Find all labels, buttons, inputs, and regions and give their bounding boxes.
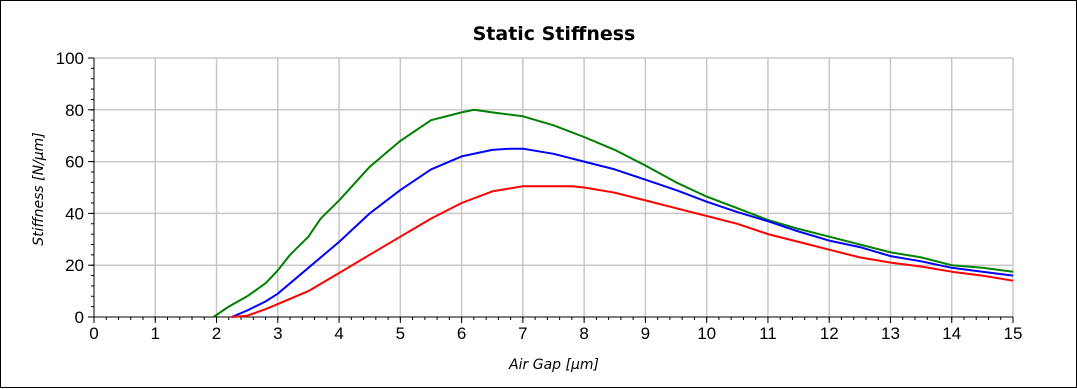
y-tick-label: 80	[65, 101, 84, 120]
y-tick-label: 40	[65, 204, 84, 223]
y-tick-label: 20	[65, 256, 84, 275]
series-line-green	[212, 108, 1014, 318]
x-tick-label: 1	[151, 324, 160, 343]
series-line-blue	[231, 147, 1014, 318]
x-tick-label: 15	[1004, 324, 1023, 343]
axes	[88, 57, 1014, 323]
x-tick-label: 7	[518, 324, 527, 343]
y-tick-label: 60	[65, 153, 84, 172]
x-tick-label: 2	[212, 324, 221, 343]
x-tick-label: 10	[697, 324, 716, 343]
x-tick-label: 8	[579, 324, 588, 343]
series-line-red	[231, 185, 1014, 318]
x-tick-label: 6	[457, 324, 466, 343]
y-axis-label: Stiffness [N/µm]	[31, 132, 47, 246]
x-axis-label: Air Gap [µm]	[508, 357, 599, 373]
x-tick-label: 12	[820, 324, 839, 343]
series-group	[212, 108, 1014, 318]
y-tick-label: 0	[75, 308, 84, 327]
x-tick-label: 11	[759, 324, 777, 343]
x-tick-label: 3	[273, 324, 282, 343]
grid	[94, 57, 1014, 317]
x-tick-label: 4	[334, 324, 343, 343]
chart-title: Static Stiffness	[473, 23, 636, 45]
x-tick-label: 9	[641, 324, 650, 343]
y-tick-label: 100	[56, 49, 84, 68]
x-tick-label: 14	[942, 324, 961, 343]
x-tick-label: 0	[89, 324, 98, 343]
x-tick-label: 13	[881, 324, 900, 343]
x-tick-label: 5	[396, 324, 405, 343]
